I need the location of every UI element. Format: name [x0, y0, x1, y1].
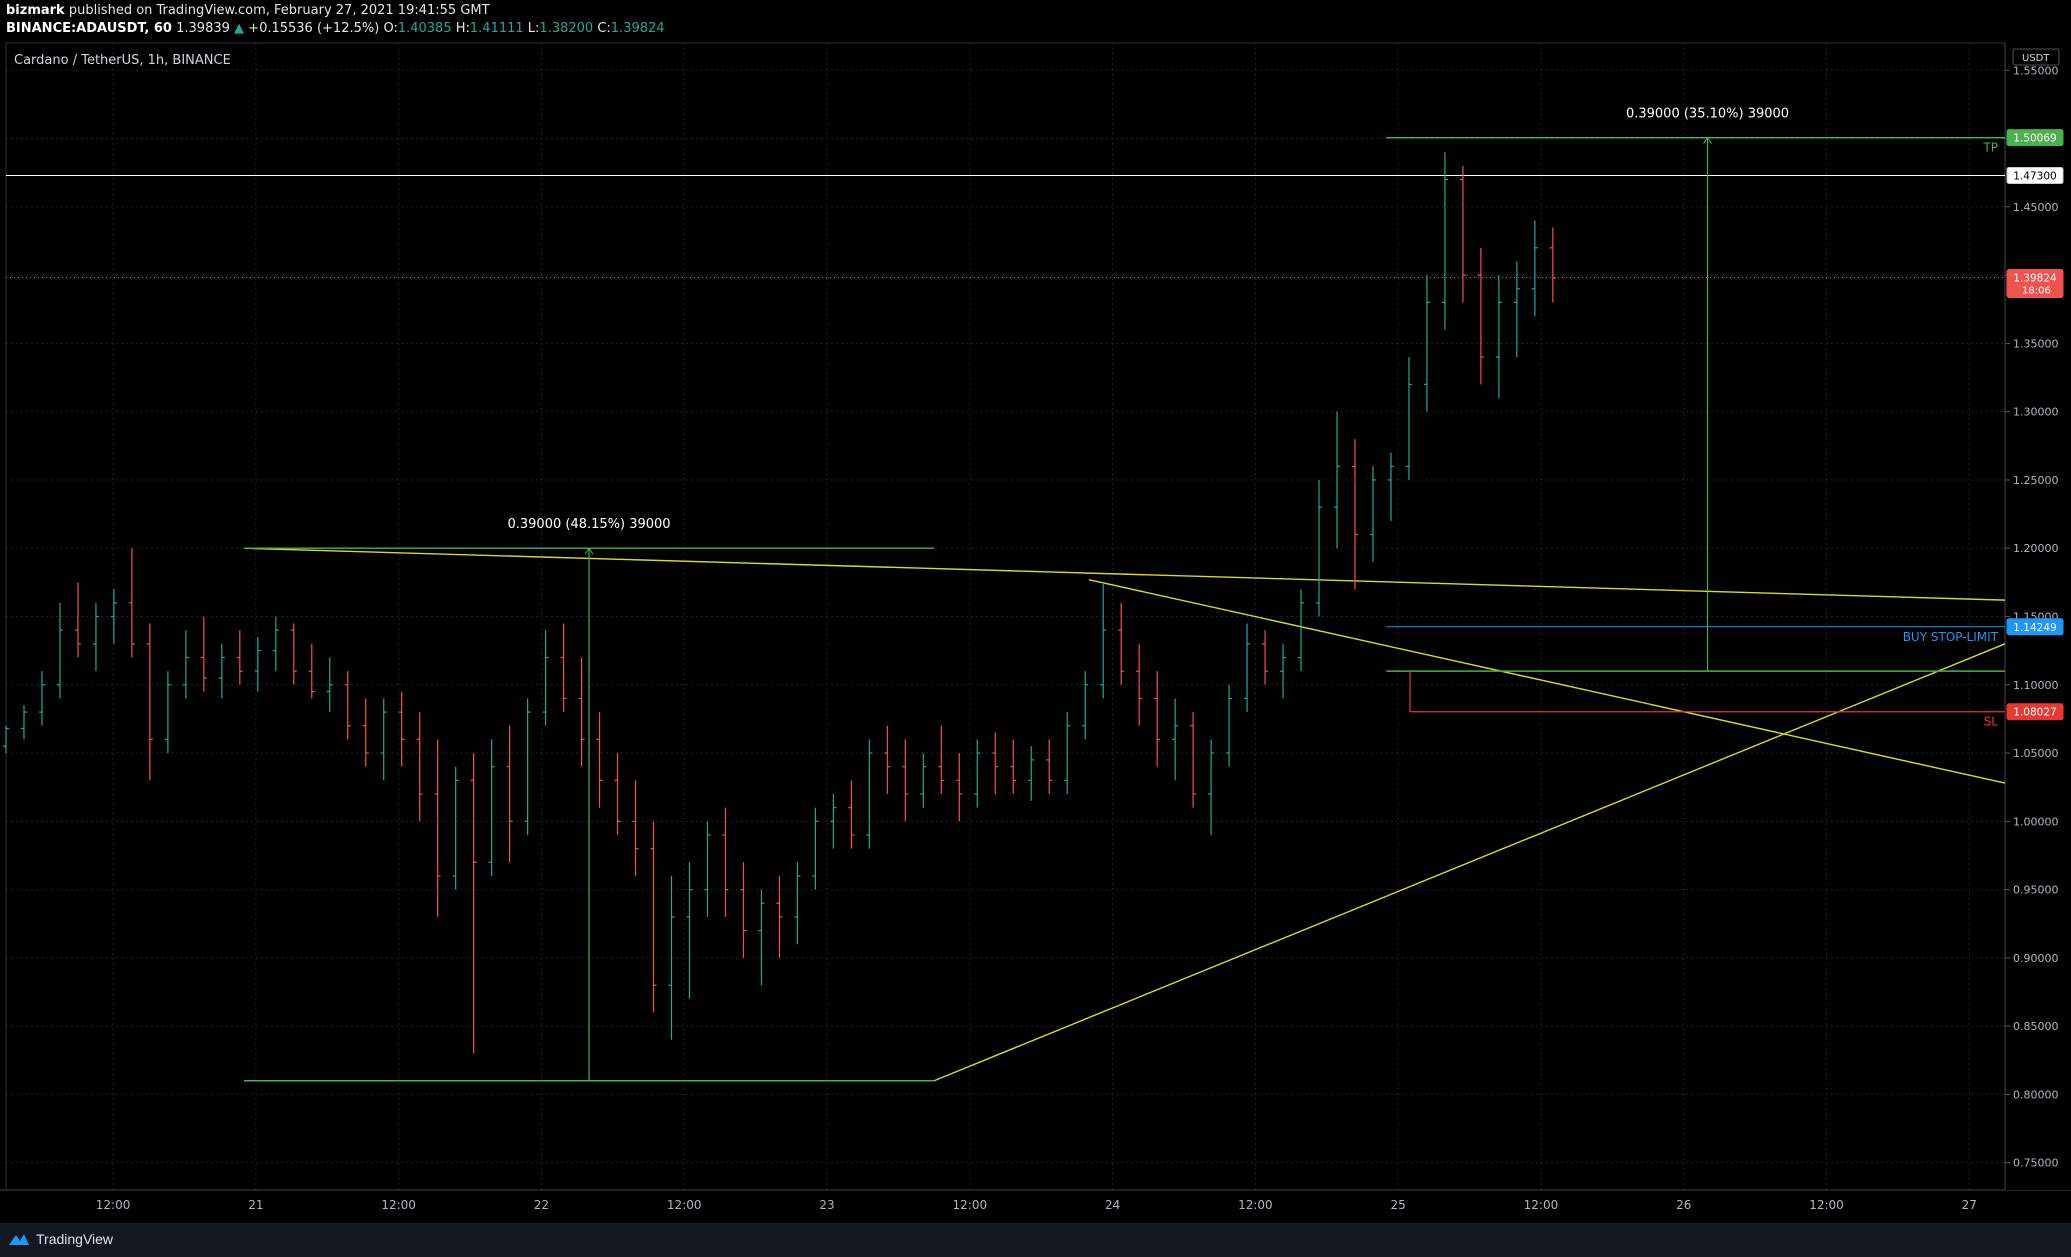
measure-left-arrow-icon	[584, 547, 594, 555]
last-price-badge	[2006, 269, 2064, 299]
measure-right-label: 0.39000 (35.10%) 39000	[1626, 107, 1789, 122]
time-tick-label: 12:00	[381, 1198, 416, 1212]
publish-text: published on TradingView.com, February 2…	[68, 3, 490, 18]
time-tick-label: 21	[248, 1198, 263, 1212]
last-price-price-label: 1.39824	[2013, 273, 2057, 285]
close-value: 1.39824	[610, 21, 665, 36]
low-label: L:	[527, 21, 540, 36]
price-tick-label: 1.10000	[2013, 679, 2059, 692]
upper-trendline	[243, 547, 2006, 601]
time-axis[interactable]: 12:00 21 12:00 22 12:00 23 12:00 24 12:00 25 12:00…	[0, 1189, 2071, 1212]
candle-series	[3, 152, 1556, 1054]
price-tick-label: 1.20000	[2013, 542, 2059, 555]
take-profit-price-label: 1.50069	[2013, 133, 2056, 145]
time-tick-label: 22	[534, 1198, 549, 1212]
author-name[interactable]: bizmark	[6, 3, 65, 18]
brand-label: TradingView	[36, 1231, 114, 1247]
price-tick-label: 1.35000	[2013, 337, 2059, 350]
stop-loss-text: SL	[1984, 715, 1999, 729]
resistance-price-label: 1.47300	[2013, 170, 2056, 182]
price-tick-label: 0.95000	[2013, 884, 2059, 897]
grid-lines	[6, 43, 2005, 1190]
price-tick-label: 0.80000	[2013, 1088, 2059, 1101]
price-tick-label: 1.55000	[2013, 64, 2059, 77]
last-price: 1.39839	[176, 21, 230, 36]
price-tick-label: 1.30000	[2013, 406, 2059, 419]
open-value: 1.40385	[397, 21, 452, 36]
descending-trendline	[1088, 578, 2006, 784]
take-profit-badge	[2006, 129, 2064, 147]
up-arrow-icon: ▲	[234, 21, 245, 36]
footer-bar: TradingView	[0, 1223, 2071, 1257]
currency-badge	[2012, 48, 2060, 66]
time-tick-label: 12:00	[667, 1198, 702, 1212]
time-tick-label: 23	[819, 1198, 834, 1212]
time-tick-label: 12:00	[953, 1198, 988, 1212]
take-profit-text: TP	[1982, 141, 1998, 155]
time-tick-label: 26	[1676, 1198, 1691, 1212]
drawing-layer[interactable]	[6, 136, 2006, 1082]
price-tick-label: 1.45000	[2013, 201, 2059, 214]
symbol-label: BINANCE:ADAUSDT, 60	[6, 21, 172, 36]
chart-title: Cardano / TetherUS, 1h, BINANCE	[14, 53, 231, 68]
time-tick-label: 12:00	[96, 1198, 131, 1212]
time-tick-label: 27	[1962, 1198, 1977, 1212]
time-tick-label: 12:00	[1238, 1198, 1273, 1212]
buy-stop-price-label: 1.14249	[2013, 622, 2056, 634]
price-axis[interactable]: 1.550001.500001.450001.400001.350001.300…	[2004, 43, 2071, 1190]
close-label: C:	[597, 21, 611, 36]
price-chart[interactable]: 12:00 21 12:00 22 12:00 23 12:00 24 12:00 25 12:00…	[0, 0, 2071, 1223]
open-label: O:	[383, 21, 398, 36]
price-tick-label: 0.75000	[2013, 1157, 2059, 1170]
stop-loss-badge	[2006, 703, 2064, 721]
measure-left-label: 0.39000 (48.15%) 39000	[507, 517, 670, 532]
plot-area[interactable]	[5, 42, 2006, 1191]
high-value: 1.41111	[469, 21, 524, 36]
time-tick-label: 12:00	[1524, 1198, 1559, 1212]
measure-right-arrow-icon	[1703, 136, 1712, 144]
time-tick-label: 12:00	[1809, 1198, 1844, 1212]
buy-stop-badge	[2006, 618, 2064, 636]
buy-stop-text: BUY STOP-LIMIT	[1903, 630, 1999, 644]
time-tick-label: 24	[1105, 1198, 1120, 1212]
price-tick-label: 1.00000	[2013, 815, 2059, 828]
price-labels: 0.39000 (48.15%) 39000 0.39000 (35.10%) 3…	[507, 107, 2064, 729]
last-price-countdown: 18:06	[2022, 286, 2051, 297]
currency-label: USDT	[2022, 53, 2050, 64]
time-tick-label: 25	[1391, 1198, 1406, 1212]
price-tick-label: 0.90000	[2013, 952, 2059, 965]
price-tick-label: 1.05000	[2013, 747, 2059, 760]
resistance-badge	[2006, 166, 2064, 184]
stop-loss-price-label: 1.08027	[2013, 707, 2056, 719]
high-label: H:	[455, 21, 470, 36]
low-value: 1.38200	[539, 21, 594, 36]
price-tick-label: 1.25000	[2013, 474, 2059, 487]
price-tick-label: 0.85000	[2013, 1020, 2059, 1033]
publish-info: bizmark published on TradingView.com, Fe…	[6, 3, 490, 18]
tradingview-icon	[9, 1234, 29, 1245]
rising-support-trendline	[933, 643, 2006, 1082]
price-change: +0.15536 (+12.5%)	[248, 21, 380, 36]
symbol-ohlc-bar: BINANCE:ADAUSDT, 60 1.39839 ▲ +0.15536 (…	[6, 21, 665, 36]
price-axis-bg	[2005, 43, 2071, 1190]
tradingview-logo[interactable]: TradingView	[8, 1231, 113, 1247]
